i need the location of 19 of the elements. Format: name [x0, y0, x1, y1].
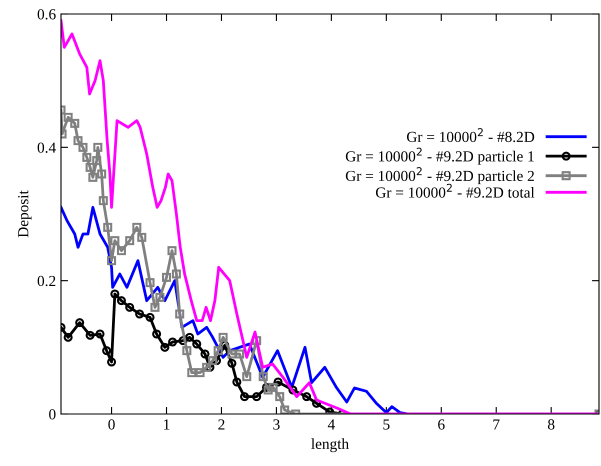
legend-label: Gr = 10000$^{2}$ - #8.2D — [406, 128, 534, 142]
y-tick-label: 0 — [49, 409, 56, 420]
y-tick-label: 0.6 — [38, 9, 56, 20]
x-tick-label: 4 — [328, 419, 335, 430]
x-tick-label: 7 — [493, 419, 500, 430]
legend-label: Gr = 10000$^{2}$ - #9.2D total — [376, 184, 534, 198]
x-tick-label: 8 — [548, 419, 554, 430]
y-tick-label: 0.4 — [38, 142, 56, 153]
x-tick-label: 6 — [438, 419, 445, 430]
x-tick-label: 0 — [108, 419, 115, 430]
x-axis-title: length — [311, 438, 349, 452]
y-axis-title: Deposit — [18, 190, 32, 238]
legend-label: Gr = 10000$^{2}$ - #9.2D particle 1 — [346, 148, 534, 165]
x-tick-label: 1 — [164, 419, 170, 430]
x-tick-label: 2 — [218, 419, 224, 430]
x-tick-label: 3 — [273, 419, 280, 430]
x-tick-label: 5 — [383, 419, 390, 430]
y-tick-label: 0.2 — [38, 276, 56, 286]
legend-label: Gr = 10000$^{2}$ - #9.2D particle 2 — [346, 167, 534, 184]
